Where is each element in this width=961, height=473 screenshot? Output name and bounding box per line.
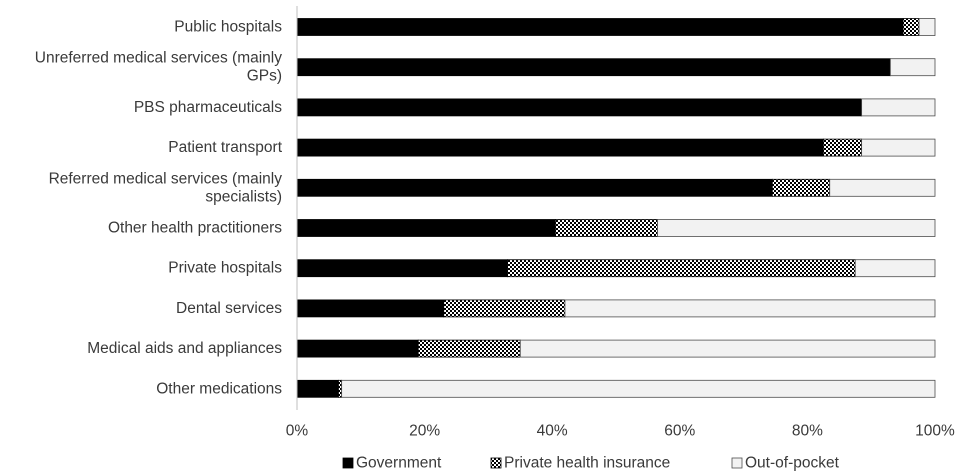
category-label: Referred medical services (mainly	[49, 170, 283, 187]
category-label: Private hospitals	[168, 260, 282, 277]
bar-segment-1-row-2	[296, 58, 891, 77]
x-tick-label: 80%	[792, 423, 823, 440]
bar-segment-3-row-10	[341, 379, 936, 398]
bar-segment-3-row-4	[861, 138, 936, 157]
bar-segment-2-row-7	[507, 259, 856, 278]
bar-segment-2-row-8	[443, 299, 566, 318]
legend: Government Private health insurance Out-of…	[342, 455, 840, 472]
legend-label-2: Private health insurance	[504, 455, 670, 472]
bar-segment-2-row-6	[554, 219, 658, 237]
category-label: Dental services	[176, 300, 282, 317]
bar-segment-1-row-1	[296, 18, 904, 36]
x-tick-label: 40%	[537, 423, 568, 440]
x-tick-label: 100%	[915, 423, 955, 440]
bar-segment-3-row-1	[918, 18, 936, 36]
bar-segment-2-row-4	[822, 138, 863, 157]
legend-swatch-3	[731, 457, 743, 469]
legend-label-1: Government	[356, 455, 442, 472]
bar-segment-1-row-7	[296, 259, 508, 278]
category-labels: Public hospitals Unreferred medical servi…	[35, 19, 283, 398]
bar-segment-1-row-8	[296, 299, 445, 318]
category-label: Medical aids and appliances	[87, 340, 282, 357]
bars-group	[296, 18, 936, 398]
category-label: Patient transport	[168, 139, 282, 156]
category-label: PBS pharmaceuticals	[134, 99, 282, 116]
bar-segment-2-row-9	[417, 339, 521, 358]
bar-segment-2-row-10	[338, 379, 343, 398]
legend-label-3: Out-of-pocket	[745, 455, 840, 472]
x-tick-label: 60%	[664, 423, 695, 440]
category-label: Other health practitioners	[108, 220, 282, 237]
bar-segment-3-row-2	[889, 58, 936, 77]
x-axis-ticks: 0% 20% 40% 60% 80% 100%	[286, 423, 955, 440]
bar-segment-3-row-7	[854, 259, 936, 278]
bar-segment-2-row-5	[771, 178, 831, 197]
category-label: Public hospitals	[174, 19, 282, 36]
category-label: Unreferred medical services (mainly	[35, 50, 282, 67]
bar-segment-2-row-1	[902, 18, 920, 36]
bar-segment-1-row-4	[296, 138, 824, 157]
bar-segment-3-row-6	[657, 219, 936, 237]
category-label: GPs)	[247, 68, 282, 85]
legend-swatch-2	[490, 457, 502, 469]
bar-segment-3-row-5	[829, 178, 936, 197]
x-tick-label: 20%	[409, 423, 440, 440]
bar-segment-3-row-3	[861, 98, 936, 117]
bar-segment-1-row-6	[296, 219, 556, 237]
category-label: Other medications	[156, 380, 282, 397]
category-label: specialists)	[205, 188, 282, 205]
bar-segment-3-row-9	[519, 339, 936, 358]
legend-swatch-1	[342, 457, 354, 469]
bar-segment-3-row-8	[564, 299, 936, 318]
bar-segment-1-row-3	[296, 98, 863, 117]
bar-segment-1-row-9	[296, 339, 419, 358]
bar-segment-1-row-5	[296, 178, 773, 197]
x-tick-label: 0%	[286, 423, 309, 440]
bar-segment-1-row-10	[296, 379, 339, 398]
